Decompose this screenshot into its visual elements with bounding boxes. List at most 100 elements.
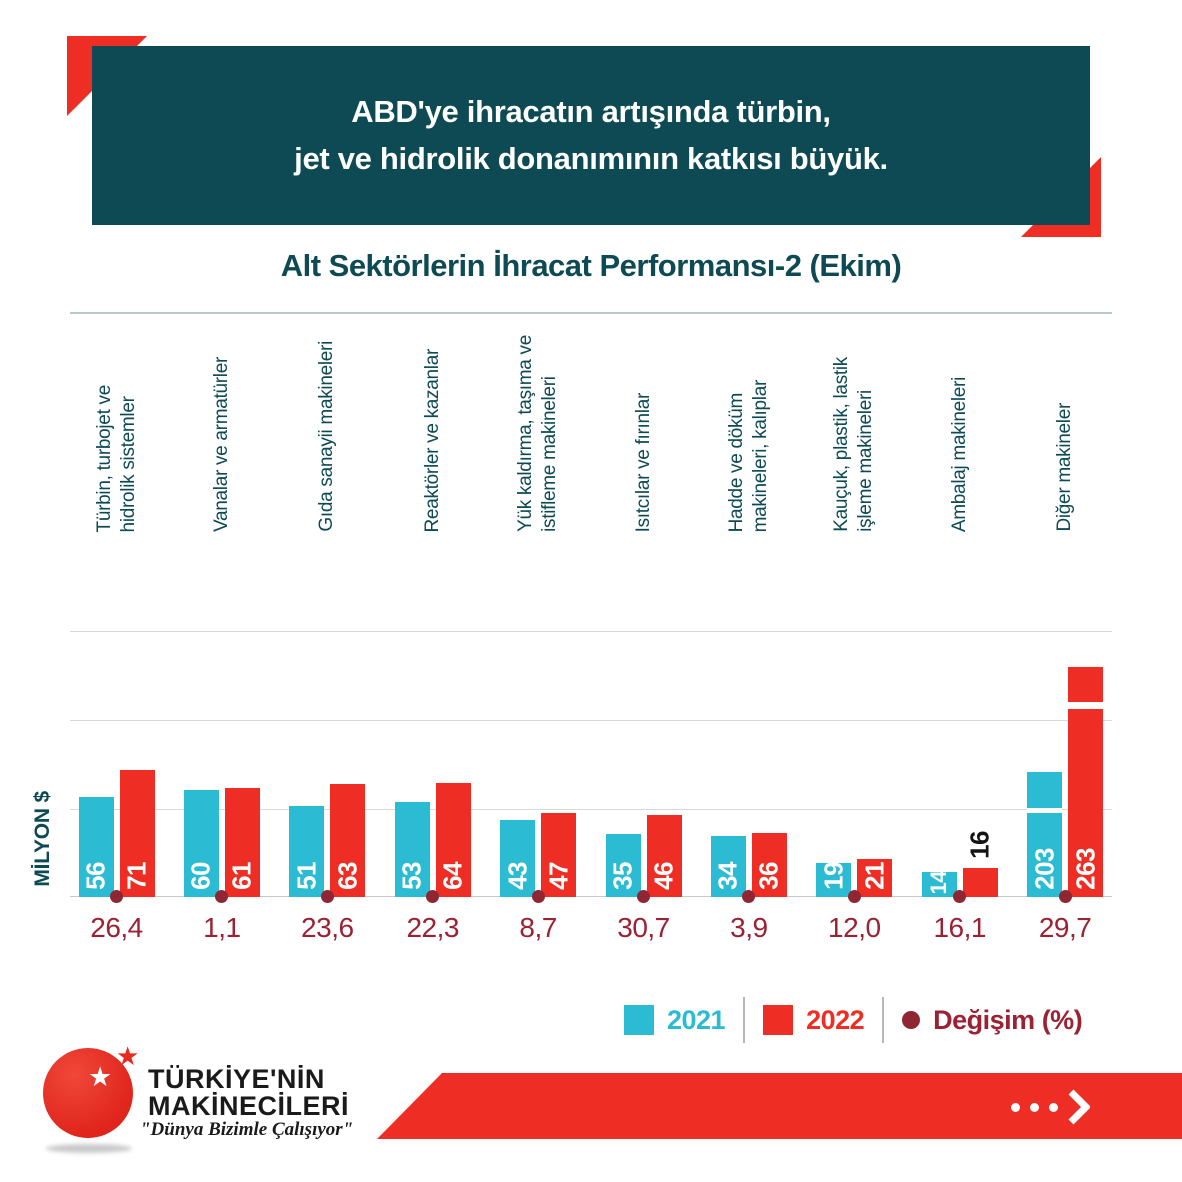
bar-value-label: 47 [543,862,574,890]
gridline-50 [70,809,1112,810]
bar-2022: 36 [751,833,787,897]
category-label: Isıtcılar ve fırınlar [632,392,654,532]
bar-value-label: 51 [291,862,322,890]
bar-value-label: 16 [964,831,995,859]
bar-2021: 35 [605,834,641,897]
legend-label-2021: 2021 [667,1004,726,1035]
legend-divider [882,997,885,1043]
bar-value-label: 43 [502,862,533,890]
change-value-label: 8,7 [519,912,557,943]
change-value-label: 26,4 [90,912,143,943]
bar-value-label: 19 [818,862,849,890]
bar-2021: 60 [183,790,219,897]
brand-slogan: "Dünya Bizimle Çalışıyor" [140,1119,354,1140]
change-dot [742,890,756,903]
bar-value-label: 61 [226,862,257,890]
title-divider-line [70,312,1112,314]
category-label: Reaktörler ve kazanlar [421,348,443,532]
bar-value-label: 60 [185,862,216,890]
bar-2021: 53 [394,802,430,897]
bar-2021: 51 [289,806,325,897]
x-axis-baseline [70,896,1112,897]
change-value-label: 30,7 [617,912,670,943]
bar-2021: 14 [921,871,957,897]
legend-change-dot-icon [902,1011,921,1029]
change-dot [1058,890,1072,903]
chart-title: Alt Sektörlerin İhracat Performansı-2 (E… [280,248,902,283]
bar-2021: 56 [78,797,114,897]
bar-2022: 263 [1068,667,1104,897]
category-label: Gıda sanayii makineleri [316,341,338,532]
bar-2022: 21 [857,859,893,897]
bar-2021: 203 [1027,772,1063,897]
dots-arrow-icon[interactable] [1011,1089,1090,1125]
bar-value-label: 36 [753,862,784,890]
bar-2022: 71 [119,770,155,897]
bar-value-label: 34 [712,862,743,890]
legend-swatch-2022 [763,1005,794,1035]
headline-line-2: jet ve hidrolik donanımının katkısı büyü… [294,140,888,176]
change-value-label: 3,9 [730,912,768,943]
bar-2021: 43 [500,820,536,897]
bar-value-label: 53 [396,862,427,890]
bar-value-label: 203 [1029,848,1060,890]
bar-value-label: 46 [648,862,679,890]
category-label: Kauçuk, plastik, lastik işleme makineler… [831,357,877,532]
category-label: Türbin, turbojet ve hidrolik sistemler [93,384,139,532]
headline-line-1: ABD'ye ihracatın artışında türbin, [351,94,831,129]
category-label: Ambalaj makineleri [948,376,970,532]
bar-2022: 64 [435,783,471,897]
category-label: Diğer makineler [1054,403,1076,532]
legend-swatch-2021 [624,1005,654,1035]
change-value-label: 23,6 [301,912,354,943]
change-dot [953,890,967,903]
change-value-label: 22,3 [406,912,459,943]
chevron-right-icon [1068,1089,1090,1125]
legend-divider [743,997,746,1043]
change-dot [847,890,861,903]
change-dot [110,890,123,903]
bar-value-label: 56 [80,862,111,890]
change-value-label: 1,1 [203,912,241,943]
bar-2021: 34 [710,836,746,897]
change-dot [531,890,545,903]
bar-value-label: 35 [607,862,638,890]
axis-break-gap [1068,702,1104,709]
logo-shadow [46,1144,132,1153]
gridline-150 [70,631,1112,632]
change-value-label: 29,7 [1038,912,1092,943]
bar-2022: 46 [646,815,682,897]
category-label: Hadde ve döküm makineleri, kalıplar [725,379,771,532]
change-dot [215,890,229,903]
bar-value-label: 21 [859,862,890,890]
bar-value-label: 64 [437,862,468,890]
star-icon: ★ [88,1062,113,1093]
legend-label-2022: 2022 [806,1004,865,1035]
brand-name-line-2: MAKİNECİLERİ [148,1091,349,1121]
change-value-label: 12,0 [828,912,881,943]
brand-name-line-1: TÜRKİYE'NİN [148,1064,325,1094]
headline-banner: ABD'ye ihracatın artışında türbin, jet v… [92,46,1090,225]
bar-2022: 47 [541,813,577,897]
gridline-100 [70,720,1112,721]
bar-2021: 19 [816,862,852,897]
legend-label-change: Değişim (%) [933,1004,1083,1035]
bar-2022: 16 [962,831,998,897]
chart-legend: 2021 2022 Değişim (%) [624,995,1083,1045]
axis-break-gap [1027,808,1063,813]
bar-value-label: 263 [1070,848,1101,890]
change-dot [637,890,650,903]
category-label: Yük kaldırma, taşıma ve istifleme makine… [515,335,561,532]
change-value-label: 16,1 [933,912,986,943]
bar-value-label: 63 [332,862,363,890]
bar-2022: 61 [224,788,260,897]
star-icon: ★ [116,1042,140,1072]
category-label: Vanalar ve armatürler [210,357,232,532]
bar-value-label: 71 [121,862,152,890]
footer-ribbon [377,1073,1182,1139]
change-dot [426,890,440,903]
change-dot [320,890,334,903]
y-axis-unit-label: MİLYON $ [31,791,54,887]
brand-logo-circle [43,1048,133,1138]
bar-2022: 63 [330,784,366,897]
